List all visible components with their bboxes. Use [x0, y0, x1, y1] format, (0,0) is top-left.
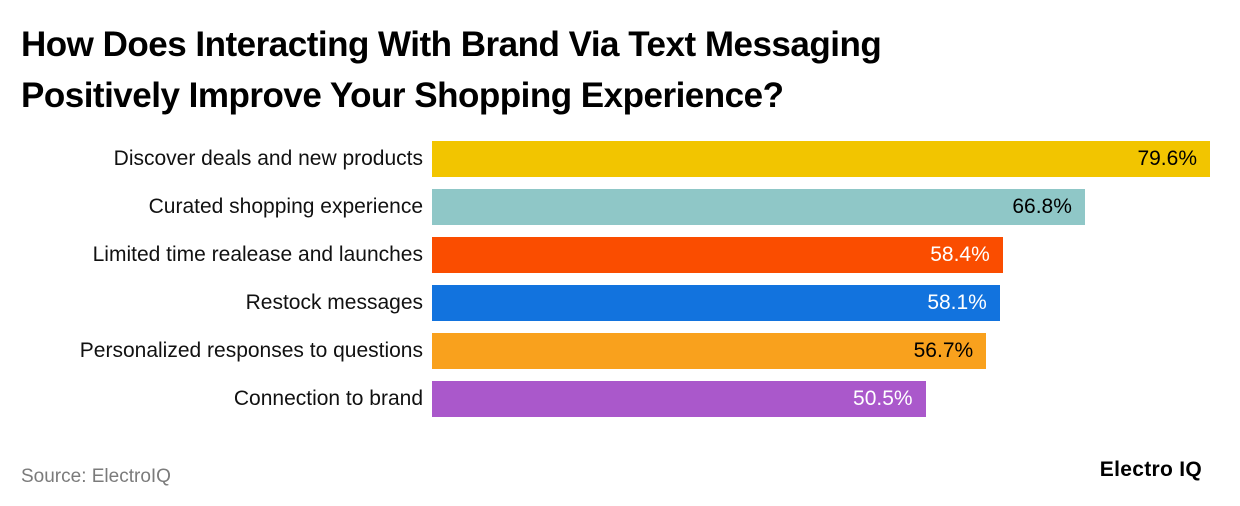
chart-title-line1: How Does Interacting With Brand Via Text… — [21, 25, 882, 64]
bar-value-label: 58.1% — [927, 291, 987, 314]
bar: 66.8% — [432, 189, 1085, 225]
bar-value-label: 58.4% — [930, 243, 990, 266]
bar-track: 66.8% — [432, 189, 1210, 225]
bar-rows: Discover deals and new products 79.6% Cura… — [0, 141, 1210, 429]
bar-row: Connection to brand 50.5% — [0, 381, 1210, 417]
chart-title-line2: Positively Improve Your Shopping Experie… — [21, 75, 784, 115]
bar-category-label: Curated shopping experience — [148, 195, 423, 218]
bar-category-label: Connection to brand — [233, 387, 423, 410]
bar-row: Personalized responses to questions 56.7% — [0, 333, 1210, 369]
bar-value-label: 66.8% — [1012, 195, 1072, 218]
bar: 56.7% — [432, 333, 987, 369]
bar-track: 58.1% — [432, 285, 1210, 321]
bar-category-label: Restock messages — [245, 291, 423, 314]
bar-track: 79.6% — [432, 141, 1210, 177]
bar-category-label: Discover deals and new products — [113, 147, 423, 170]
bar: 58.1% — [432, 285, 1000, 321]
bar: 79.6% — [432, 141, 1210, 177]
bar-track: 58.4% — [432, 237, 1210, 273]
bar: 58.4% — [432, 237, 1003, 273]
bar-value-label: 50.5% — [853, 387, 913, 410]
chart-title: How Does Interacting With Brand Via Text… — [21, 20, 882, 122]
source-note: Source: ElectroIQ — [21, 466, 171, 487]
bar-row: Limited time realease and launches 58.4% — [0, 237, 1210, 273]
bar-row: Curated shopping experience 66.8% — [0, 189, 1210, 225]
bar-row: Restock messages 58.1% — [0, 285, 1210, 321]
bar-value-label: 79.6% — [1137, 147, 1197, 170]
bar: 50.5% — [432, 381, 926, 417]
bar-track: 50.5% — [432, 381, 1210, 417]
bar-track: 56.7% — [432, 333, 1210, 369]
bar-value-label: 56.7% — [913, 339, 974, 362]
bar-row: Discover deals and new products 79.6% — [0, 141, 1210, 177]
brand-logo: Electro IQ — [1099, 458, 1202, 481]
bar-category-label: Limited time realease and launches — [92, 243, 423, 266]
bar-category-label: Personalized responses to questions — [79, 339, 423, 362]
